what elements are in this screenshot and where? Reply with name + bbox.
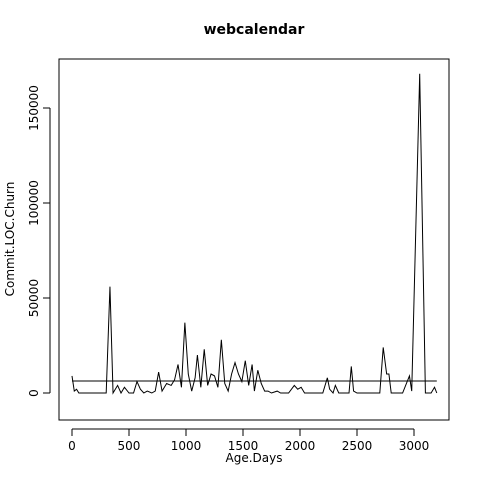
y-tick-label: 0 [27,389,41,397]
x-tick-label: 1500 [228,439,259,453]
y-axis-label: Commit.LOC.Churn [3,182,17,297]
y-tick-label: 50000 [27,279,41,317]
chart-title: webcalendar [204,22,305,38]
y-tick-label: 150000 [27,85,41,131]
x-tick-label: 500 [118,439,141,453]
plot-box [58,58,450,421]
x-tick-label: 2500 [342,439,373,453]
x-tick-label: 2000 [285,439,316,453]
x-axis-label: Age.Days [226,451,283,465]
x-tick-label: 3000 [399,439,430,453]
x-tick-label: 0 [68,439,76,453]
x-tick-label: 1000 [171,439,202,453]
y-tick-label: 100000 [27,180,41,226]
data-line [71,73,438,395]
